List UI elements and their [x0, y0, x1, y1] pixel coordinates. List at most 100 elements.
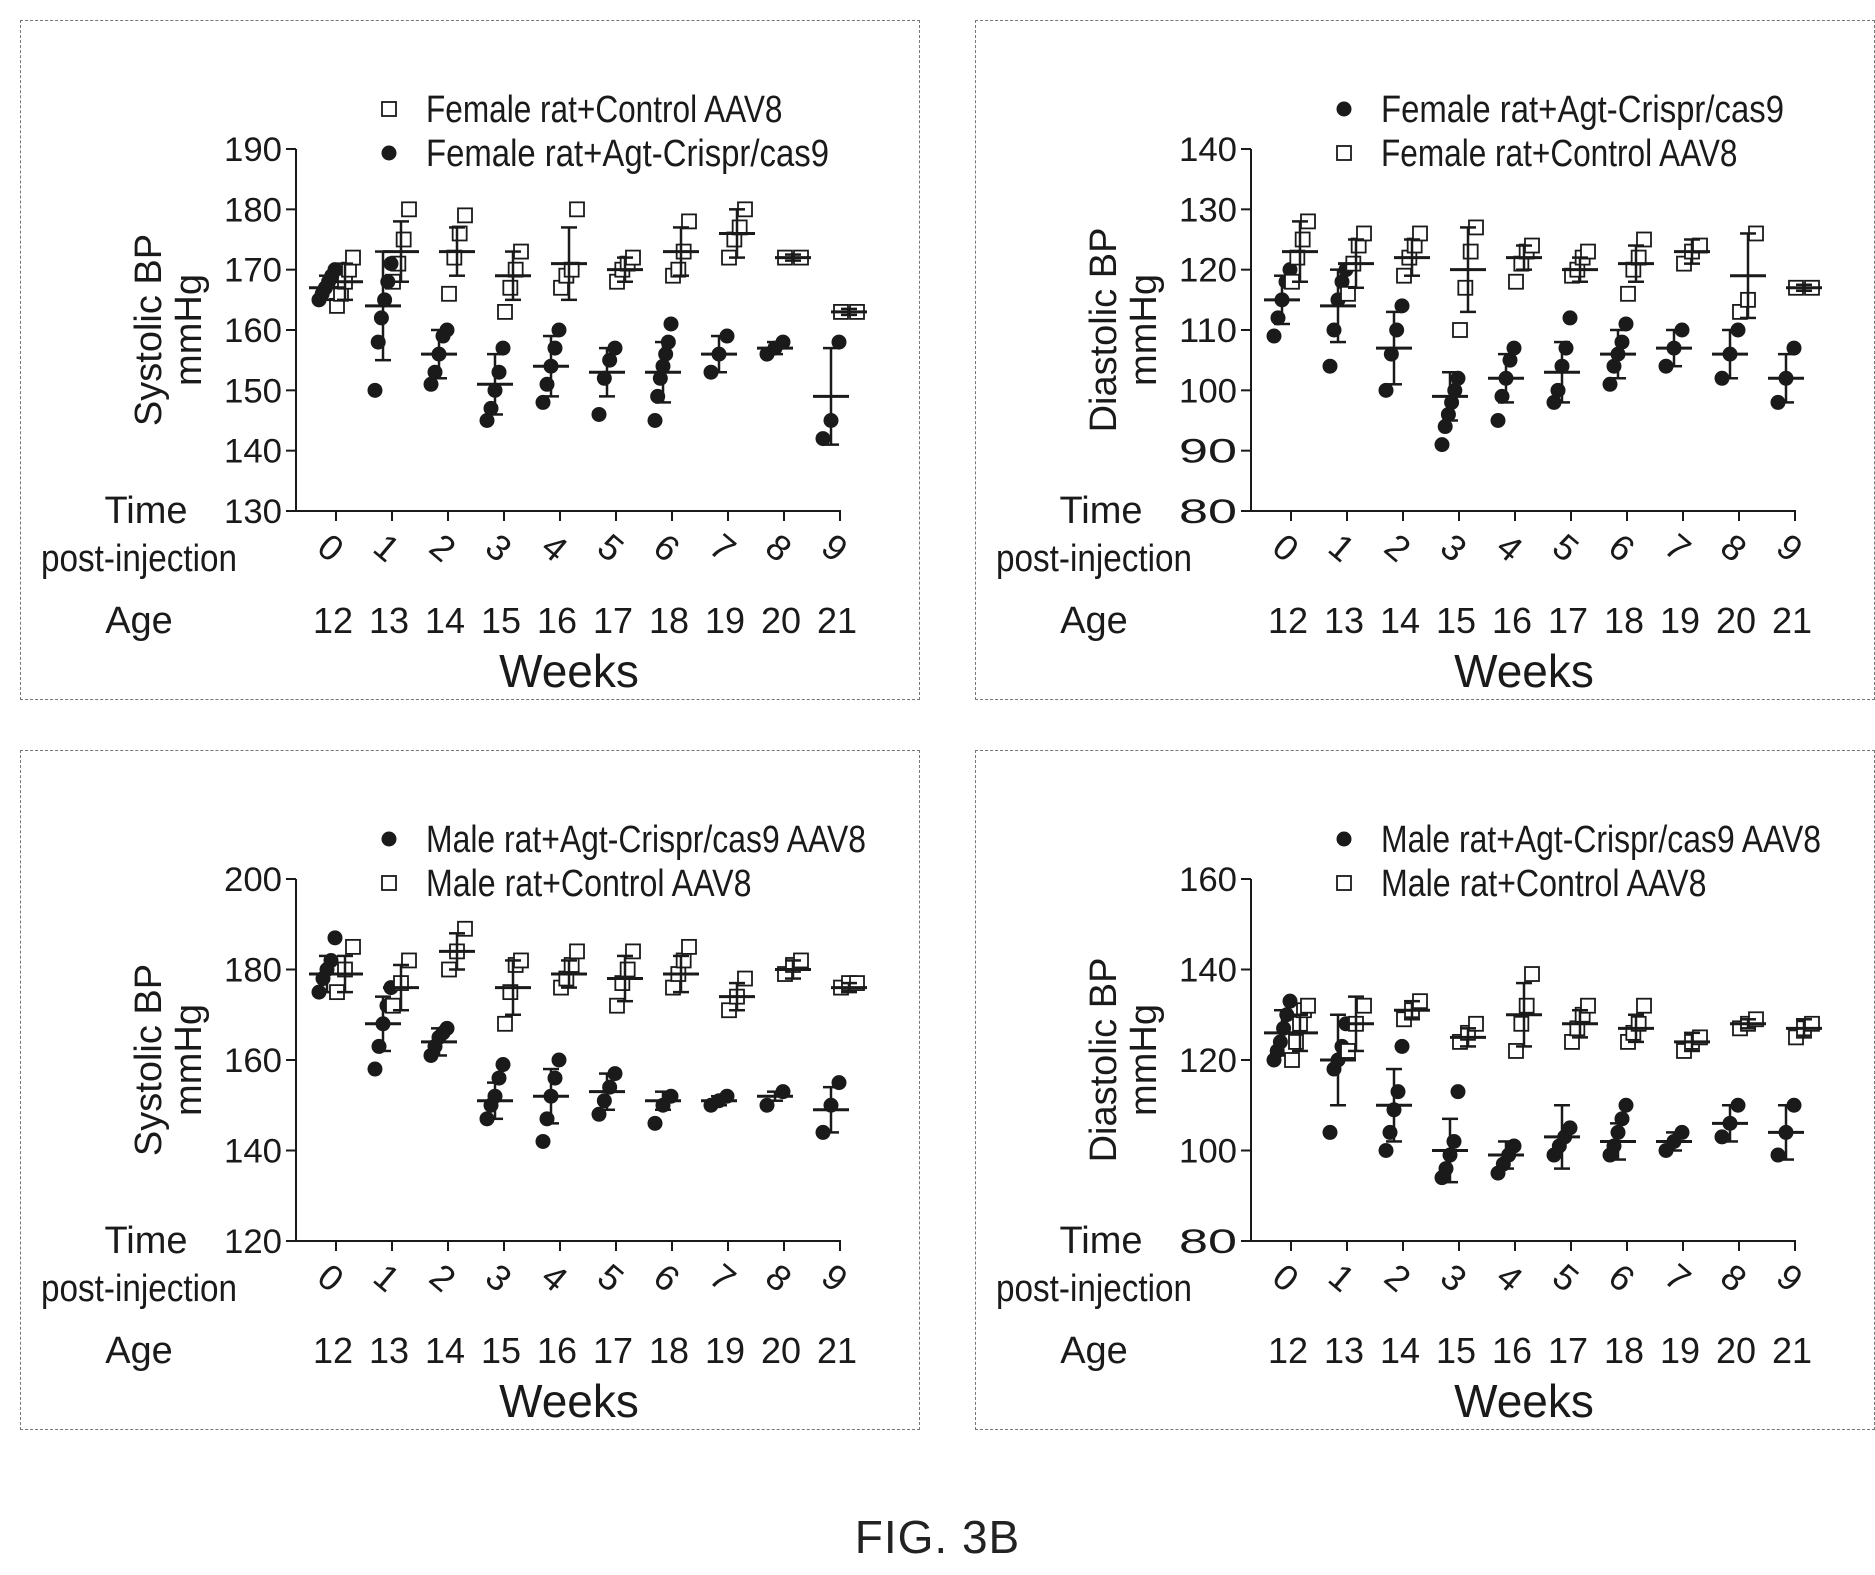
y-axis-label-line: Systolic BP: [128, 964, 170, 1156]
x-tick-label-age: 15: [481, 600, 521, 641]
x-tick-label-post-injection: 4: [1489, 525, 1531, 569]
y-axis-label-line: mmHg: [168, 274, 210, 386]
x-tick-label-age: 17: [593, 600, 633, 641]
data-point: [1457, 279, 1474, 296]
x-tick-label-post-injection: 8: [1713, 1255, 1755, 1299]
data-point: [497, 303, 513, 320]
y-tick-label: 100: [1179, 1133, 1237, 1171]
y-tick-label: 120: [1179, 1042, 1237, 1080]
legend-item: Female rat+Agt-Crispr/cas9: [1336, 89, 1784, 131]
x-axis-title: Weeks: [1454, 1375, 1594, 1427]
x-tick-label-post-injection: 5: [1545, 1255, 1587, 1299]
legend-label: Female rat+Agt-Crispr/cas9: [1381, 89, 1784, 131]
x-tick-label-post-injection: 1: [366, 1255, 408, 1299]
data-point: [457, 207, 473, 224]
x-axis-title: Weeks: [1454, 645, 1594, 697]
legend-marker: [1336, 875, 1352, 891]
data-point: [1272, 1034, 1288, 1050]
data-point: [1786, 340, 1802, 356]
x-tick-label-age: 21: [1772, 1330, 1812, 1371]
x-tick-label-post-injection: 6: [646, 1255, 688, 1299]
x-tick-label-post-injection: 2: [1377, 525, 1419, 569]
x-tick-label-post-injection: 8: [758, 1255, 800, 1299]
x-axis-title: Weeks: [499, 645, 639, 697]
data-point: [1294, 231, 1311, 248]
x-tick-label-post-injection: 6: [1601, 1255, 1643, 1299]
data-point: [1513, 1015, 1530, 1032]
x-tick-label-post-injection: 0: [310, 1255, 352, 1299]
data-point: [327, 262, 343, 278]
data-point: [535, 1133, 551, 1149]
row-label-age: Age: [1060, 600, 1128, 642]
y-tick-label: 80: [1179, 493, 1237, 531]
y-tick-label: 130: [1179, 191, 1237, 229]
legend-marker: [381, 101, 397, 117]
data-point: [647, 413, 663, 428]
legend-item: Male rat+Control AAV8: [381, 863, 752, 905]
data-point: [1636, 997, 1652, 1014]
data-point: [619, 961, 636, 978]
x-tick-label-age: 19: [705, 1330, 745, 1371]
x-tick-label-age: 18: [649, 600, 689, 641]
y-tick-label: 140: [1179, 131, 1237, 169]
x-tick-label-age: 12: [313, 1330, 353, 1371]
y-tick-label: 160: [224, 312, 282, 350]
data-point: [441, 285, 457, 302]
x-tick-label-age: 18: [1604, 1330, 1644, 1371]
x-tick-label-age: 17: [593, 1330, 633, 1371]
x-tick-label-post-injection: 2: [1377, 1255, 1419, 1299]
series-0: [309, 930, 849, 1149]
x-tick-label-post-injection: 2: [422, 525, 464, 569]
x-tick-label-age: 13: [369, 600, 409, 641]
x-tick-label-post-injection: 4: [534, 525, 576, 569]
data-point: [663, 316, 679, 332]
data-point: [1356, 997, 1372, 1014]
x-tick-label-age: 18: [1604, 600, 1644, 641]
y-tick-label: 120: [224, 1223, 282, 1261]
x-tick-label-age: 20: [1716, 1330, 1756, 1371]
data-point: [1322, 1124, 1338, 1140]
y-axis-label-line: mmHg: [1123, 274, 1165, 386]
x-tick-label-age: 19: [1660, 600, 1700, 641]
x-tick-label-age: 13: [1324, 600, 1364, 641]
legend-marker: [381, 875, 397, 891]
row-label-time: Time: [104, 1220, 187, 1262]
data-point: [1434, 437, 1450, 453]
x-tick-label-age: 15: [1436, 1330, 1476, 1371]
x-tick-label-post-injection: 3: [478, 525, 520, 569]
data-point: [569, 943, 585, 960]
row-label-time: Time: [1059, 1220, 1142, 1262]
legend-item: Female rat+Control AAV8: [1336, 133, 1738, 175]
y-tick-label: 160: [224, 1042, 282, 1080]
row-label-time: Time: [1059, 490, 1142, 532]
data-point: [596, 1093, 612, 1109]
x-tick-label-age: 20: [761, 1330, 801, 1371]
x-tick-label-post-injection: 5: [1545, 525, 1587, 569]
x-tick-label-age: 21: [817, 600, 857, 641]
legend-label: Male rat+Agt-Crispr/cas9 AAV8: [426, 819, 866, 861]
data-point: [535, 394, 551, 410]
legend-item: Female rat+Agt-Crispr/cas9: [381, 133, 829, 175]
data-point: [1450, 370, 1466, 386]
data-point: [1444, 394, 1460, 410]
y-tick-label: 140: [224, 1133, 282, 1171]
x-tick-label-post-injection: 1: [1321, 525, 1363, 569]
data-point: [831, 334, 847, 350]
x-tick-label-age: 14: [425, 600, 465, 641]
y-tick-label: 120: [1179, 252, 1237, 290]
data-point: [1394, 298, 1410, 314]
series-1: [309, 250, 849, 447]
series-1: [1282, 213, 1822, 338]
y-tick-label: 80: [1179, 1223, 1237, 1261]
data-point: [1524, 966, 1540, 982]
x-axis-title: Weeks: [499, 1375, 639, 1427]
x-tick-label-post-injection: 8: [758, 525, 800, 569]
data-point: [1620, 285, 1636, 302]
data-point: [1394, 1038, 1410, 1054]
x-tick-label-age: 21: [817, 1330, 857, 1371]
data-point: [1266, 328, 1282, 344]
legend-item: Male rat+Control AAV8: [1336, 863, 1707, 905]
x-tick-label-post-injection: 7: [702, 1255, 744, 1299]
